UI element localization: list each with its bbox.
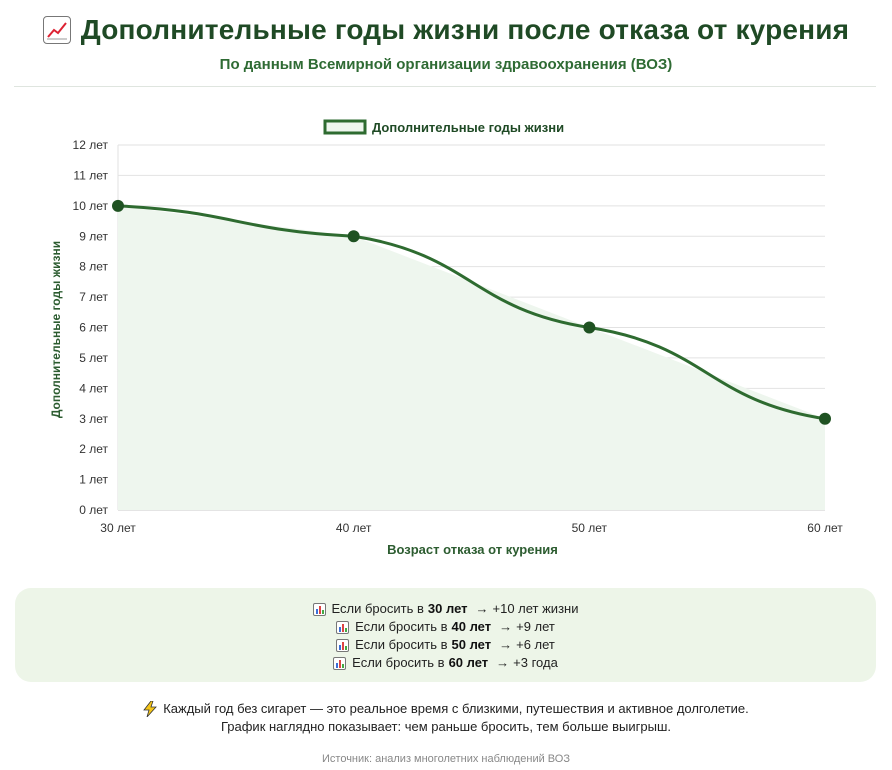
legend-label: Дополнительные годы жизни [372,120,564,135]
info-prefix: Если бросить в [331,601,424,616]
y-tick-label: 0 лет [79,503,108,517]
note-line-1: Каждый год без сигарет — это реальное вр… [0,700,892,718]
source-note: Источник: анализ многолетних наблюдений … [322,753,570,765]
lightning-icon [143,701,158,717]
info-line: Если бросить в 30 лет → +10 лет жизни [15,600,876,618]
y-tick-label: 2 лет [79,442,108,456]
arrow-icon: → [499,619,513,634]
y-tick-label: 8 лет [79,260,108,274]
y-tick-label: 5 лет [79,351,108,365]
info-line: Если бросить в 50 лет → +6 лет [15,636,876,654]
y-axis-title: Дополнительные годы жизни [49,241,63,418]
bar-chart-icon [336,620,350,634]
data-point [583,321,596,334]
y-tick-label: 10 лет [73,199,109,213]
info-age: 30 лет [427,601,468,616]
x-tick-label: 60 лет [807,521,843,535]
bar-chart-icon [333,656,347,670]
x-tick-label: 40 лет [336,521,372,535]
info-age: 40 лет [451,619,492,634]
title-row: Дополнительные годы жизни после отказа о… [0,10,892,50]
info-result: +10 лет жизни [492,601,579,616]
data-point [819,412,831,425]
y-tick-label: 4 лет [79,381,108,395]
info-result: +9 лет [516,619,555,634]
info-box: Если бросить в 30 лет → +10 лет жизни Если б… [15,588,876,682]
note: Каждый год без сигарет — это реальное вр… [0,700,892,736]
page-subtitle: По данным Всемирной организации здравоох… [219,56,673,73]
data-point [347,230,360,243]
x-axis-title: Возраст отказа от курения [387,542,558,557]
info-line: Если бросить в 40 лет → +9 лет [15,618,876,636]
info-result: +6 лет [516,637,555,652]
legend-swatch [323,119,367,135]
bar-chart-icon [336,638,350,652]
series-area [118,205,825,510]
y-tick-label: 1 лет [79,473,108,487]
bar-chart-icon [312,602,326,616]
x-tick-label: 30 лет [100,521,136,535]
chart-increasing-icon [42,16,71,44]
page-title: Дополнительные годы жизни после отказа о… [80,14,850,45]
chart: 0 лет 1 лет 2 лет 3 лет 4 лет 5 лет 6 лет 7 лет… [0,100,892,570]
arrow-icon: → [475,601,489,616]
y-tick-label: 12 лет [73,138,109,152]
series-line [117,204,826,421]
y-tick-label: 3 лет [79,412,108,426]
info-result: +3 года [513,655,558,670]
info-prefix: Если бросить в [355,619,448,634]
info-prefix: Если бросить в [355,637,448,652]
y-tick-label: 9 лет [79,229,108,243]
y-tick-label: 7 лет [79,290,108,304]
x-tick-label: 50 лет [572,521,608,535]
line-chart: 0 лет 1 лет 2 лет 3 лет 4 лет 5 лет 6 лет 7 лет… [49,119,843,557]
info-lines: Если бросить в 30 лет → +10 лет жизни Если б… [15,600,876,672]
header-divider [14,86,876,87]
info-age: 60 лет [448,655,489,670]
note-line-2: График наглядно показывает: чем раньше б… [0,718,892,736]
info-prefix: Если бросить в [352,655,445,670]
y-tick-label: 11 лет [73,168,108,182]
info-line: Если бросить в 60 лет → +3 года [15,654,876,672]
note-text-2: График наглядно показывает: чем раньше б… [220,719,672,734]
arrow-icon: → [496,655,510,670]
arrow-icon: → [499,637,513,652]
info-age: 50 лет [451,637,492,652]
y-tick-label: 6 лет [79,321,108,335]
data-point [112,199,124,212]
note-text-1: Каждый год без сигарет — это реальное вр… [163,701,749,716]
